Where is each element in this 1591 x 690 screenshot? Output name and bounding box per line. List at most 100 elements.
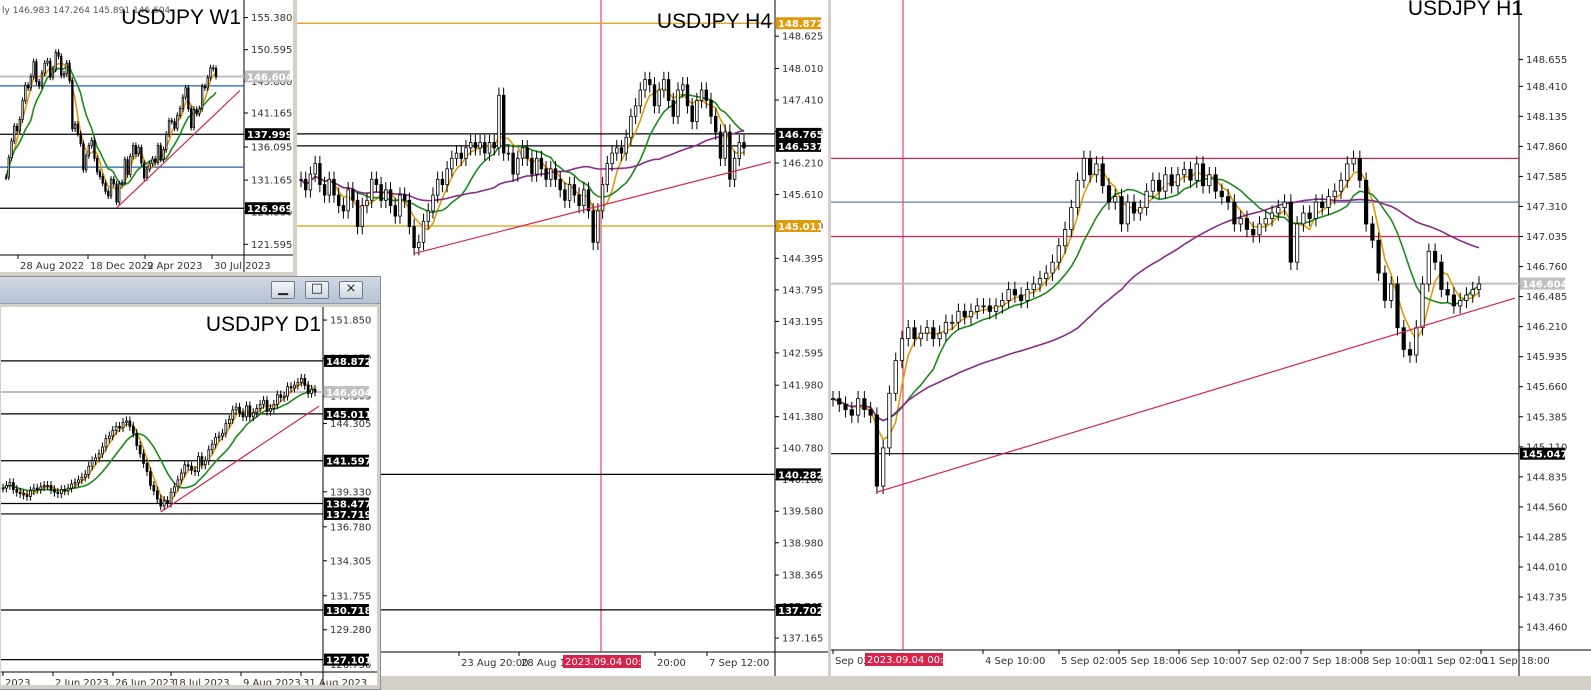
- candle-body: [742, 142, 746, 149]
- candle-body: [1069, 207, 1074, 230]
- window-titlebar[interactable]: ▁ □ ⨯: [0, 277, 380, 304]
- candle-body: [209, 67, 212, 79]
- candle-body: [38, 81, 41, 87]
- candle-body: [887, 392, 892, 449]
- price-tick-label: 145.935: [1526, 352, 1567, 363]
- candle-body: [195, 109, 198, 114]
- chart-canvas-h1[interactable]: 148.655 148.410 148.135 147.860 147.585 147.3…: [831, 0, 1591, 676]
- chart-canvas-h4[interactable]: 148.625148.010147.410146.810146.210145.6…: [297, 0, 828, 676]
- candle-body: [104, 438, 108, 448]
- candle-body: [619, 147, 624, 154]
- candle-body: [407, 199, 412, 228]
- candle-body: [128, 420, 132, 427]
- candle-body: [440, 178, 445, 186]
- candle-body: [563, 189, 567, 201]
- candle-body: [178, 108, 182, 116]
- price-tick-label: 146.760: [1526, 262, 1567, 273]
- price-label: 146.604: [247, 72, 293, 83]
- candle-body: [1087, 157, 1093, 176]
- candle-body: [1320, 201, 1325, 209]
- candle-body: [166, 500, 169, 504]
- candle-body: [238, 406, 241, 414]
- price-tick-label: 141.980: [782, 381, 823, 392]
- candle-body: [1163, 174, 1168, 192]
- candle-body: [516, 157, 520, 175]
- candle-body: [629, 115, 633, 138]
- candle-body: [379, 184, 383, 201]
- candle-body: [346, 189, 350, 212]
- candle-body: [1414, 327, 1419, 356]
- candle-body: [874, 414, 880, 487]
- price-tick-label: 147.860: [1526, 142, 1567, 153]
- candle-body: [1213, 174, 1218, 192]
- candle-body: [737, 142, 741, 159]
- candle-body: [206, 77, 209, 89]
- chart-area-d1[interactable]: 151.850149.070146.305144.305139.330136.7…: [1, 307, 377, 685]
- candle-body: [145, 168, 149, 179]
- candle-body: [1458, 299, 1463, 307]
- price-label: 148.872: [326, 357, 372, 368]
- candle-body: [577, 194, 581, 207]
- date-tick-label: 7 Sep 02:00: [1241, 656, 1301, 667]
- candle-body: [403, 194, 407, 201]
- candle-body: [1219, 190, 1224, 198]
- candle-body: [1000, 299, 1005, 307]
- trendline: [116, 90, 241, 209]
- candle-body: [1313, 201, 1319, 219]
- candle-body: [1276, 207, 1281, 214]
- price-label-box: [776, 17, 821, 30]
- minimize-button[interactable]: ▁: [271, 281, 295, 299]
- candle-body: [1182, 168, 1187, 176]
- candle-body: [657, 89, 661, 107]
- candle-body: [131, 145, 135, 157]
- candle-body: [1175, 174, 1181, 187]
- close-button[interactable]: ⨯: [339, 281, 363, 299]
- candle-body: [10, 140, 13, 159]
- candle-body: [145, 462, 149, 472]
- candle-body: [681, 84, 685, 91]
- price-label-box: [245, 128, 290, 141]
- date-tick-label: 18 Dec 2022: [90, 261, 154, 272]
- candle-body: [553, 168, 558, 180]
- date-tick-label: 4 Sep 10:00: [985, 656, 1045, 667]
- candle-body: [255, 408, 259, 413]
- candle-body: [1156, 179, 1162, 192]
- candle-body: [299, 378, 303, 383]
- candle-body: [299, 178, 303, 181]
- price-tick-label: 148.655: [1526, 55, 1567, 66]
- date-tick-label: 9 Aug 2023: [243, 678, 301, 685]
- price-label: 146.604: [1522, 280, 1568, 291]
- price-tick-label: 148.625: [782, 32, 823, 43]
- candle-body: [322, 184, 327, 196]
- candle-body: [1113, 196, 1118, 203]
- candle-body: [981, 305, 986, 308]
- candle-body: [94, 457, 97, 461]
- chart-canvas-w1[interactable]: 155.380150.595145.880141.165136.095131.1…: [0, 0, 293, 272]
- candle-body: [544, 168, 548, 180]
- candle-body: [203, 86, 207, 89]
- candle-body: [25, 494, 29, 497]
- candle-body: [899, 338, 905, 361]
- candle-body: [192, 109, 196, 128]
- candle-body: [1338, 179, 1344, 192]
- candle-body: [918, 332, 923, 340]
- chart-window-h1[interactable]: 148.655 148.410 148.135 147.860 147.585 147.3…: [831, 0, 1591, 676]
- chart-canvas-d1[interactable]: 151.850149.070146.305144.305139.330136.7…: [1, 307, 377, 685]
- candle-body: [310, 388, 313, 394]
- moving-average-line: [832, 177, 1480, 422]
- chart-window-w1[interactable]: 155.380150.595145.880141.165136.095131.1…: [0, 0, 293, 272]
- moving-average-line: [5, 65, 217, 186]
- candle-body: [313, 163, 317, 175]
- maximize-button[interactable]: □: [305, 281, 329, 299]
- candle-body: [501, 94, 506, 154]
- candle-body: [459, 152, 463, 159]
- chart-window-h4[interactable]: 148.625148.010147.410146.810146.210145.6…: [297, 0, 828, 676]
- candle-body: [648, 79, 652, 86]
- candle-body: [135, 432, 139, 446]
- trendline: [876, 297, 1516, 493]
- candle-body: [1288, 201, 1293, 263]
- chart-window-d1[interactable]: ▁ □ ⨯ 151.850149.070146.305144.305139.33…: [0, 276, 381, 690]
- candle-body: [987, 305, 992, 312]
- candle-body: [154, 158, 157, 163]
- candle-body: [11, 482, 15, 490]
